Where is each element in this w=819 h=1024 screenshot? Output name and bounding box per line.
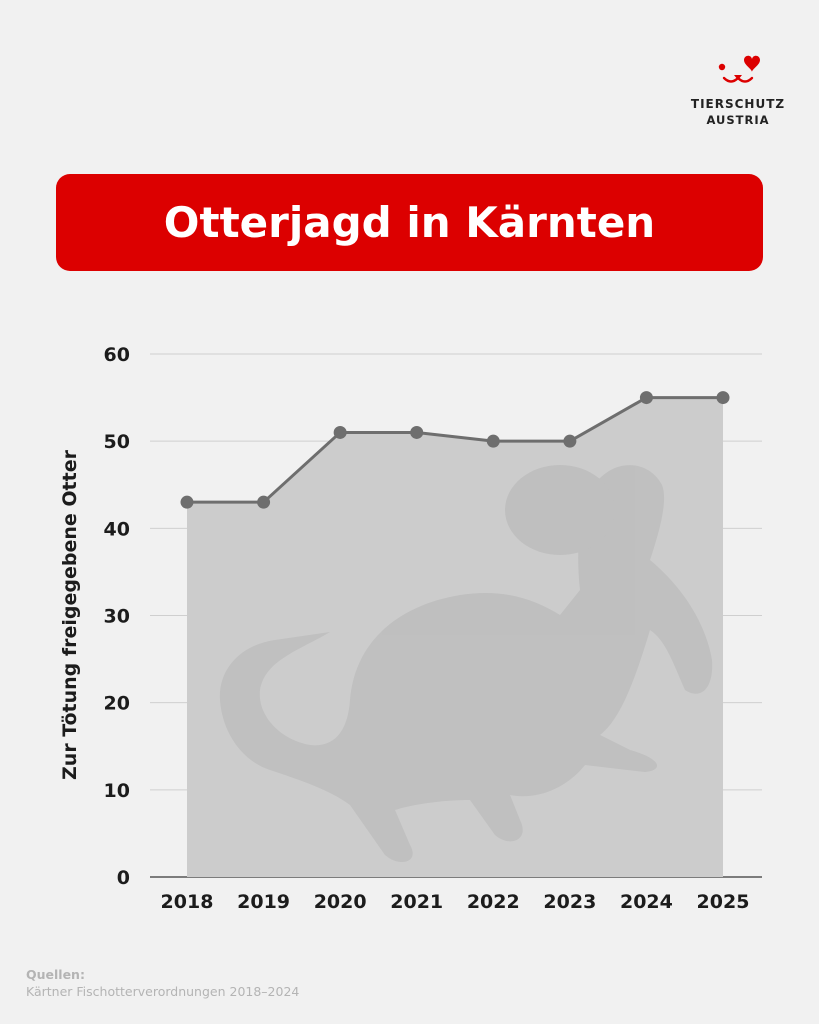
y-tick-label: 10: [104, 780, 130, 802]
y-tick-label: 20: [104, 693, 130, 715]
x-tick-label: 2020: [314, 891, 367, 913]
x-tick-label: 2021: [390, 891, 443, 913]
title-banner: Otterjagd in Kärnten: [56, 174, 763, 271]
data-point: [333, 425, 347, 439]
dog-face-heart-icon: [718, 55, 760, 83]
page-title: Otterjagd in Kärnten: [163, 198, 656, 247]
x-tick-label: 2018: [161, 891, 214, 913]
data-point: [257, 495, 271, 509]
data-point: [563, 434, 577, 448]
x-tick-label: 2024: [620, 891, 673, 913]
y-tick-label: 0: [117, 867, 130, 889]
x-tick-label: 2022: [467, 891, 520, 913]
x-tick-label: 2025: [697, 891, 750, 913]
y-tick-label: 30: [104, 606, 130, 628]
data-point: [410, 425, 424, 439]
data-point: [486, 434, 500, 448]
sources-text: Kärtner Fischotterverordnungen 2018–2024: [26, 984, 300, 999]
sources: Quellen: Kärtner Fischotterverordnungen …: [26, 966, 299, 1000]
data-point: [180, 495, 194, 509]
y-tick-label: 50: [104, 431, 130, 453]
y-tick-label: 40: [104, 518, 130, 540]
otter-illustration: [219, 465, 713, 863]
data-point: [639, 391, 653, 405]
series-line: [187, 396, 723, 504]
brand-name-line1: TIERSCHUTZ: [690, 97, 786, 111]
y-axis-title: Zur Tötung freigegebene Otter: [59, 449, 81, 780]
sources-heading: Quellen:: [26, 967, 85, 982]
x-tick-label: 2019: [237, 891, 290, 913]
brand-logo: TIERSCHUTZ AUSTRIA: [680, 54, 796, 134]
y-tick-label: 60: [104, 344, 130, 366]
brand-name-line2: AUSTRIA: [706, 113, 770, 127]
x-tick-label: 2023: [543, 891, 596, 913]
data-point: [716, 391, 730, 405]
